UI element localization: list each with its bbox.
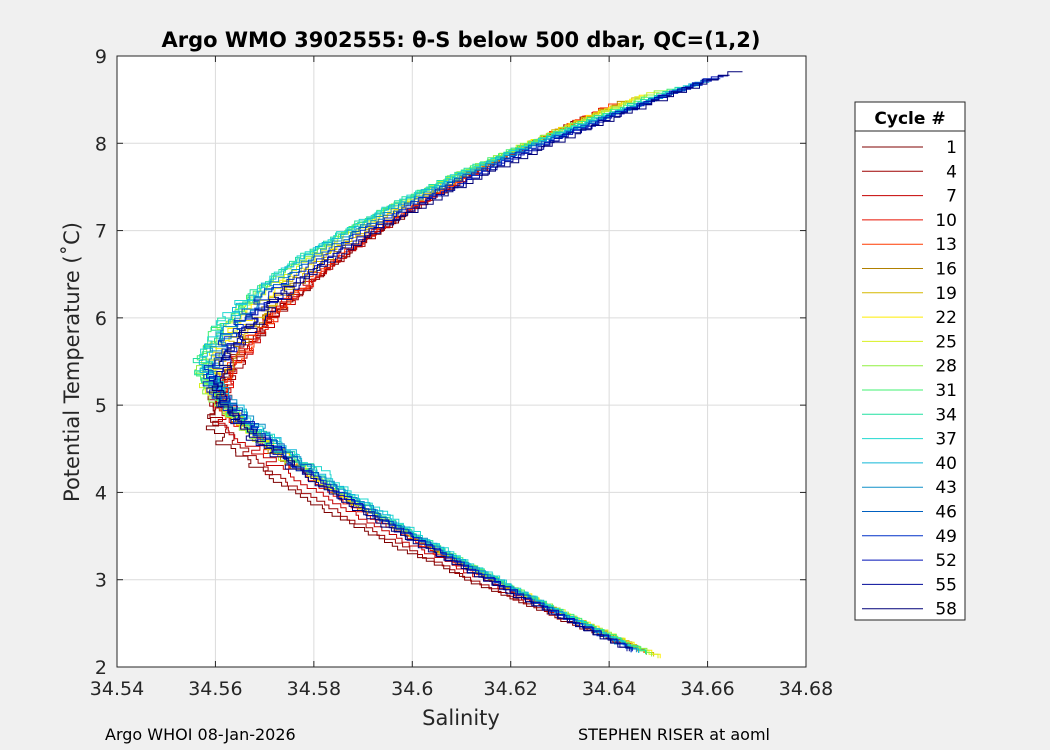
y-tick-label: 2 bbox=[95, 657, 107, 679]
legend-label-cycle-43: 43 bbox=[935, 478, 957, 498]
legend-label-cycle-1: 1 bbox=[946, 138, 957, 158]
series-lines bbox=[192, 71, 743, 659]
y-tick-label: 8 bbox=[95, 133, 107, 155]
y-tick-label: 3 bbox=[95, 570, 107, 592]
plot-frame bbox=[116, 55, 807, 668]
legend: Cycle # 1 4 7 10 13 16 19 22 25 28 31 34 37 40 43 46 49 5… bbox=[854, 101, 966, 621]
series-line-cycle-55 bbox=[206, 74, 730, 652]
legend-label-cycle-37: 37 bbox=[935, 430, 957, 450]
series-line-cycle-37 bbox=[200, 85, 701, 653]
chart-title: Argo WMO 3902555: θ-S below 500 dbar, QC… bbox=[162, 28, 761, 52]
legend-label-cycle-28: 28 bbox=[935, 357, 957, 377]
legend-label-cycle-19: 19 bbox=[935, 284, 957, 304]
x-tick-label: 34.54 bbox=[90, 678, 144, 700]
y-tick-label: 4 bbox=[95, 482, 107, 504]
series-line-cycle-58 bbox=[211, 71, 743, 652]
legend-label-cycle-31: 31 bbox=[935, 381, 957, 401]
x-axis-label: Salinity bbox=[422, 706, 500, 730]
legend-label-cycle-22: 22 bbox=[935, 308, 957, 328]
footer-left-credit: Argo WHOI 08-Jan-2026 bbox=[105, 725, 296, 744]
legend-label-cycle-16: 16 bbox=[935, 260, 957, 280]
legend-label-cycle-34: 34 bbox=[935, 405, 957, 425]
legend-label-cycle-55: 55 bbox=[935, 575, 957, 595]
series-line-cycle-46 bbox=[203, 79, 711, 653]
y-tick-label: 7 bbox=[95, 221, 107, 243]
x-axis-ticks: 34.54 34.56 34.58 34.6 34.62 34.64 34.66 34.68 bbox=[90, 56, 833, 700]
y-tick-label: 9 bbox=[95, 46, 107, 68]
legend-items: 1 4 7 10 13 16 19 22 25 28 31 34 37 40 43 46 49 52 55 58 bbox=[862, 138, 957, 620]
legend-label-cycle-10: 10 bbox=[935, 211, 957, 231]
series-line-cycle-52 bbox=[208, 76, 724, 652]
legend-label-cycle-25: 25 bbox=[935, 332, 957, 352]
legend-label-cycle-40: 40 bbox=[935, 454, 957, 474]
x-tick-label: 34.62 bbox=[484, 678, 538, 700]
legend-label-cycle-13: 13 bbox=[935, 235, 957, 255]
x-tick-label: 34.66 bbox=[680, 678, 734, 700]
y-tick-label: 6 bbox=[95, 308, 107, 330]
legend-label-cycle-46: 46 bbox=[935, 503, 957, 523]
y-axis-ticks: 2 3 4 5 6 7 8 9 bbox=[95, 46, 806, 679]
legend-label-cycle-4: 4 bbox=[946, 162, 957, 182]
y-tick-label: 5 bbox=[95, 395, 107, 417]
legend-label-cycle-52: 52 bbox=[935, 551, 957, 571]
x-tick-label: 34.58 bbox=[287, 678, 341, 700]
x-tick-label: 34.64 bbox=[582, 678, 636, 700]
x-tick-label: 34.6 bbox=[391, 678, 433, 700]
y-axis-label: Potential Temperature (˚C) bbox=[60, 222, 84, 502]
x-tick-label: 34.56 bbox=[188, 678, 242, 700]
x-tick-label: 34.68 bbox=[779, 678, 833, 700]
legend-title: Cycle # bbox=[874, 109, 945, 129]
legend-box bbox=[854, 101, 966, 621]
legend-label-cycle-7: 7 bbox=[946, 187, 957, 207]
legend-label-cycle-58: 58 bbox=[935, 600, 957, 620]
legend-label-cycle-49: 49 bbox=[935, 527, 957, 547]
footer-right-credit: STEPHEN RISER at aoml bbox=[578, 725, 770, 744]
